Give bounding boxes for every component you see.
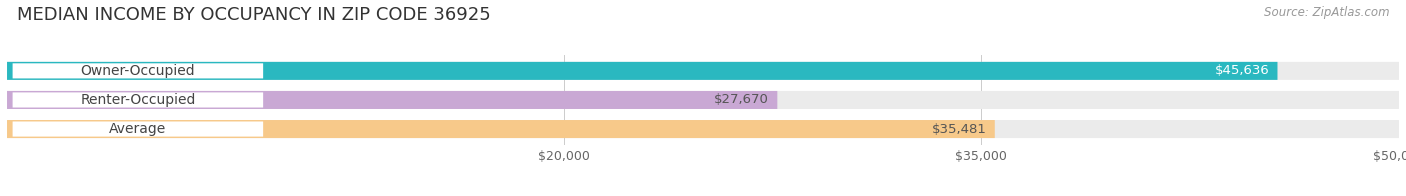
FancyBboxPatch shape [7, 91, 778, 109]
Text: Average: Average [110, 122, 166, 136]
Text: MEDIAN INCOME BY OCCUPANCY IN ZIP CODE 36925: MEDIAN INCOME BY OCCUPANCY IN ZIP CODE 3… [17, 6, 491, 24]
FancyBboxPatch shape [7, 120, 995, 138]
Text: $45,636: $45,636 [1215, 64, 1270, 77]
FancyBboxPatch shape [7, 91, 1399, 109]
Text: $27,670: $27,670 [714, 93, 769, 106]
Text: $35,481: $35,481 [932, 122, 987, 136]
FancyBboxPatch shape [13, 92, 263, 108]
FancyBboxPatch shape [7, 62, 1399, 80]
FancyBboxPatch shape [7, 120, 1399, 138]
Text: Source: ZipAtlas.com: Source: ZipAtlas.com [1264, 6, 1389, 19]
Text: Owner-Occupied: Owner-Occupied [80, 64, 195, 78]
FancyBboxPatch shape [7, 62, 1278, 80]
FancyBboxPatch shape [13, 63, 263, 78]
FancyBboxPatch shape [13, 122, 263, 137]
Text: Renter-Occupied: Renter-Occupied [80, 93, 195, 107]
